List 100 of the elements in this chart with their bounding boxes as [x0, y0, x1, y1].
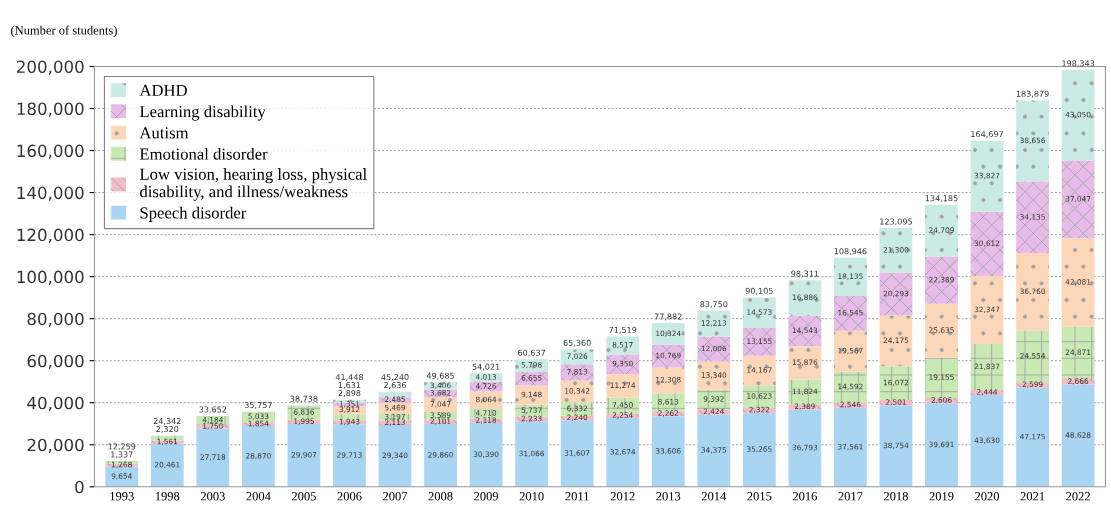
data-label: 2,320 [156, 425, 179, 433]
bar [1016, 382, 1049, 388]
bar [788, 409, 822, 487]
bar [879, 405, 913, 487]
bar [333, 403, 366, 406]
bar [1016, 387, 1049, 487]
x-tick-label: 1998 [155, 492, 180, 501]
data-label: 1,337 [111, 451, 133, 459]
bar [1061, 238, 1095, 327]
x-tick-label: 2022 [1066, 492, 1090, 501]
total-label: 164,697 [971, 131, 1004, 138]
bar [378, 402, 412, 414]
bar [469, 391, 503, 409]
x-tick-label: 2006 [337, 492, 362, 501]
y-tick-label: 140,000 [17, 186, 84, 201]
total-label: 24,342 [153, 417, 181, 425]
x-tick-label: 2010 [519, 492, 544, 501]
bar [742, 412, 776, 487]
total-label: 83,750 [700, 301, 728, 309]
bar [834, 407, 867, 487]
bar [788, 346, 822, 380]
legend-label: Learning disability [139, 105, 266, 121]
x-tick-label: 2013 [656, 492, 681, 501]
bar [697, 389, 731, 410]
x-tick-label: 2018 [884, 492, 908, 501]
x-tick-label: 2015 [747, 492, 772, 501]
bar [150, 443, 184, 487]
bar [697, 310, 731, 337]
bar [697, 336, 731, 362]
total-label: 123,095 [880, 218, 912, 226]
x-tick-label: 2012 [610, 492, 635, 501]
x-tick-label: 2009 [474, 492, 499, 501]
bar [834, 295, 867, 331]
bar [515, 421, 549, 487]
bar [515, 404, 549, 417]
bar [697, 361, 731, 390]
total-label: 77,882 [654, 313, 682, 321]
data-label: 1,631 [338, 382, 361, 389]
bar [651, 344, 685, 368]
y-tick-label: 100,000 [17, 270, 84, 285]
bar [697, 414, 731, 487]
legend-label: ADHD [139, 84, 187, 96]
y-axis-title: (Number of students) [11, 25, 117, 38]
bar [651, 393, 685, 412]
total-label: 60,637 [518, 349, 546, 357]
total-label: 183,879 [1016, 90, 1049, 98]
bar [788, 280, 822, 316]
y-tick-label: 160,000 [17, 144, 84, 159]
legend-label: Autism [139, 127, 189, 139]
bar [742, 355, 776, 386]
data-label: 2,636 [384, 382, 407, 389]
x-tick-label: 2005 [291, 492, 316, 501]
bar [742, 407, 776, 413]
bar [515, 359, 549, 372]
total-label: 198,343 [1062, 60, 1095, 68]
bar [606, 336, 640, 355]
total-label: 35,757 [244, 401, 272, 409]
bar [560, 402, 594, 416]
bar [879, 228, 913, 273]
total-label: 71,519 [609, 326, 637, 334]
bar [879, 272, 913, 316]
bar [606, 418, 640, 487]
total-label: 108,946 [834, 248, 867, 256]
total-label: 54,021 [472, 363, 500, 371]
bar [1061, 326, 1095, 379]
bar [469, 422, 503, 487]
bar [469, 418, 503, 423]
total-label: 134,185 [925, 195, 958, 203]
bar [424, 382, 457, 390]
y-tick-label: 0 [75, 480, 84, 494]
y-tick-label: 80,000 [27, 312, 84, 327]
y-tick-label: 60,000 [27, 354, 84, 369]
bar [925, 357, 958, 398]
bar [970, 140, 1004, 212]
bar [879, 366, 913, 401]
bar [378, 425, 412, 487]
total-label: 49,685 [426, 372, 454, 380]
bar [834, 371, 867, 403]
bar [742, 328, 776, 356]
bar [970, 344, 1004, 390]
bar [196, 428, 230, 487]
bar [1016, 181, 1049, 254]
bar [1061, 378, 1095, 385]
bar [651, 323, 685, 345]
legend-label: Low vision, hearing loss, physical disability, and illness/weakness [139, 168, 367, 201]
x-tick-label: 2016 [792, 492, 817, 501]
x-tick-label: 1993 [110, 492, 134, 501]
legend-label: Speech disorder [140, 206, 247, 222]
bar [469, 373, 503, 382]
bar [788, 379, 822, 405]
bar [333, 424, 366, 487]
bar [925, 256, 958, 304]
bar [1061, 384, 1095, 487]
x-tick-label: 2007 [383, 492, 408, 501]
total-label: 41,448 [335, 374, 364, 381]
bar [651, 416, 685, 487]
bar [970, 211, 1004, 277]
bar [606, 354, 640, 375]
y-tick-label: 20,000 [27, 438, 84, 454]
bar [742, 385, 776, 408]
